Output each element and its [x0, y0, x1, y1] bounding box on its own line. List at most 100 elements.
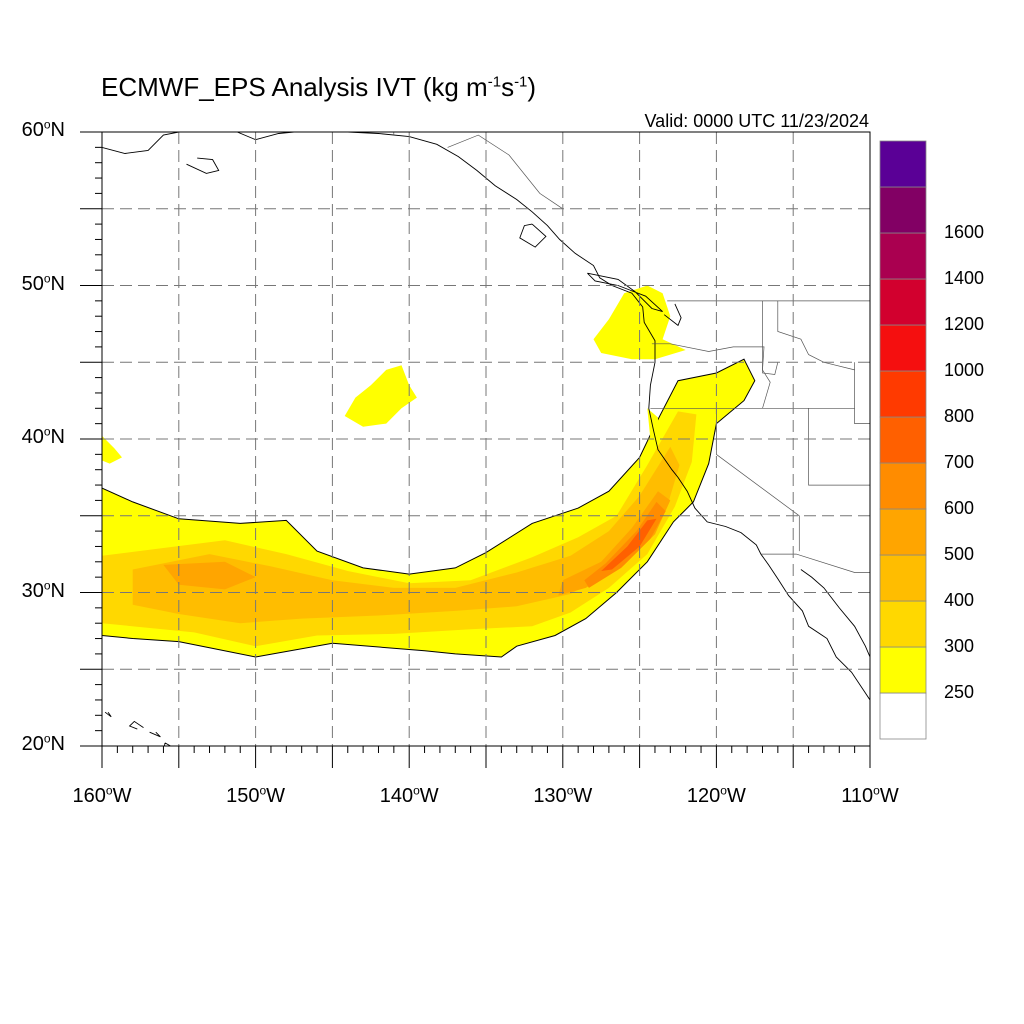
colorbar-label: 500	[944, 544, 975, 564]
lat-label-value: 20	[21, 733, 44, 755]
title-sup-1: -1	[487, 73, 502, 91]
colorbar-bin	[879, 646, 927, 694]
ivt-patch-west-edge	[102, 435, 122, 464]
title-sup-2: -1	[514, 73, 528, 91]
coastline-4	[800, 569, 870, 658]
colorbar-bin	[879, 508, 927, 556]
degree-mark: o	[720, 783, 727, 798]
colorbar-bin	[879, 692, 927, 740]
border-8	[808, 408, 870, 486]
colorbar-bin	[879, 600, 927, 648]
colorbar-label: 1600	[944, 222, 985, 242]
tick-marks	[80, 131, 871, 768]
coastline-11	[104, 711, 112, 718]
colorbar-label: 1200	[944, 314, 985, 334]
lon-label: 110oW	[820, 783, 920, 808]
hemisphere-mark: W	[726, 785, 746, 807]
ivt-patch-north-pacific	[344, 365, 417, 427]
colorbar-bin	[879, 462, 927, 510]
lat-label: 60oN	[0, 117, 65, 142]
hemisphere-mark: N	[50, 272, 65, 295]
lon-label: 160oW	[52, 783, 152, 808]
ivt-shading-layer	[102, 285, 756, 658]
hemisphere-mark: N	[50, 426, 65, 448]
hemisphere-mark: N	[50, 119, 65, 141]
border-1	[447, 134, 563, 210]
coastline-7	[663, 303, 682, 327]
lat-label-value: 60	[21, 119, 44, 141]
border-4	[651, 343, 771, 409]
colorbar-bin	[879, 232, 927, 280]
coastline-3	[347, 132, 870, 701]
title-text-end: )	[527, 72, 537, 102]
lat-label: 50oN	[0, 270, 65, 296]
map-title: ECMWF_EPS Analysis IVT (kg m-1s-1)	[101, 72, 536, 103]
colorbar-bin	[879, 370, 927, 418]
lon-label: 120oW	[666, 783, 766, 808]
border-7	[762, 300, 779, 375]
colorbar-label: 1000	[944, 360, 985, 380]
lat-label-value: 30	[21, 579, 44, 602]
border-6	[716, 408, 800, 552]
degree-mark: o	[259, 783, 267, 798]
coastline-10	[149, 731, 161, 738]
hemisphere-mark: W	[419, 785, 439, 807]
border-3	[760, 553, 870, 573]
colorbar-label: 700	[944, 452, 975, 472]
degree-mark: o	[873, 783, 880, 798]
lat-label: 30oN	[0, 577, 65, 603]
coastline-1	[186, 157, 220, 174]
border-5	[650, 407, 870, 424]
hemisphere-mark: N	[50, 733, 65, 755]
coastline-2	[237, 132, 295, 141]
valid-time: Valid: 0000 UTC 11/23/2024	[644, 111, 869, 131]
lon-label: 140oW	[359, 783, 459, 808]
colorbar-bin	[879, 186, 927, 234]
degree-mark: o	[43, 577, 51, 592]
border-layer	[393, 132, 870, 573]
degree-mark: o	[105, 783, 113, 798]
hemisphere-mark: W	[266, 785, 286, 807]
ivt-patch-n-cal-coast	[647, 408, 658, 439]
degree-mark: o	[43, 424, 51, 439]
colorbar-label: 1400	[944, 268, 985, 288]
degree-mark: o	[566, 783, 574, 798]
colorbar-bin	[879, 554, 927, 602]
hemisphere-mark: N	[50, 579, 65, 602]
degree-mark: o	[413, 783, 420, 798]
lat-label: 40oN	[0, 424, 65, 449]
colorbar-bin	[879, 416, 927, 464]
lon-label-value: 120	[686, 785, 721, 807]
lon-label: 130oW	[513, 783, 613, 808]
lon-label-value: 110	[841, 785, 874, 807]
lat-label-value: 40	[21, 426, 44, 448]
lon-label-value: 150	[226, 785, 260, 807]
graticule-layer	[102, 132, 870, 746]
colorbar-label: 600	[944, 498, 975, 518]
title-text: ECMWF_EPS Analysis IVT (kg m	[101, 72, 488, 102]
lon-label-value: 160	[72, 785, 106, 807]
border-10	[777, 300, 855, 371]
hemisphere-mark: W	[573, 785, 593, 807]
coastline-layer	[102, 132, 870, 746]
coastline-6	[519, 223, 547, 248]
hemisphere-mark: W	[879, 785, 899, 807]
degree-mark: o	[43, 270, 51, 285]
lon-label-value: 140	[379, 785, 414, 807]
degree-mark: o	[43, 117, 51, 132]
colorbar-label: 800	[944, 406, 975, 426]
colorbar-bin	[879, 324, 927, 372]
ivt-ar-core-400	[132, 446, 680, 624]
coastline-0	[102, 132, 179, 154]
lat-label: 20oN	[0, 732, 65, 756]
colorbar-label: 250	[944, 682, 975, 702]
colorbar-label: 400	[944, 590, 975, 610]
colorbar-bin	[879, 278, 927, 326]
coastline-5	[587, 272, 663, 313]
title-text-mid: s	[501, 72, 515, 102]
ivt-ar-core-500-east	[558, 491, 671, 596]
colorbar-bin	[879, 140, 927, 188]
lat-label-value: 50	[21, 272, 44, 295]
lon-label-value: 130	[533, 785, 567, 807]
